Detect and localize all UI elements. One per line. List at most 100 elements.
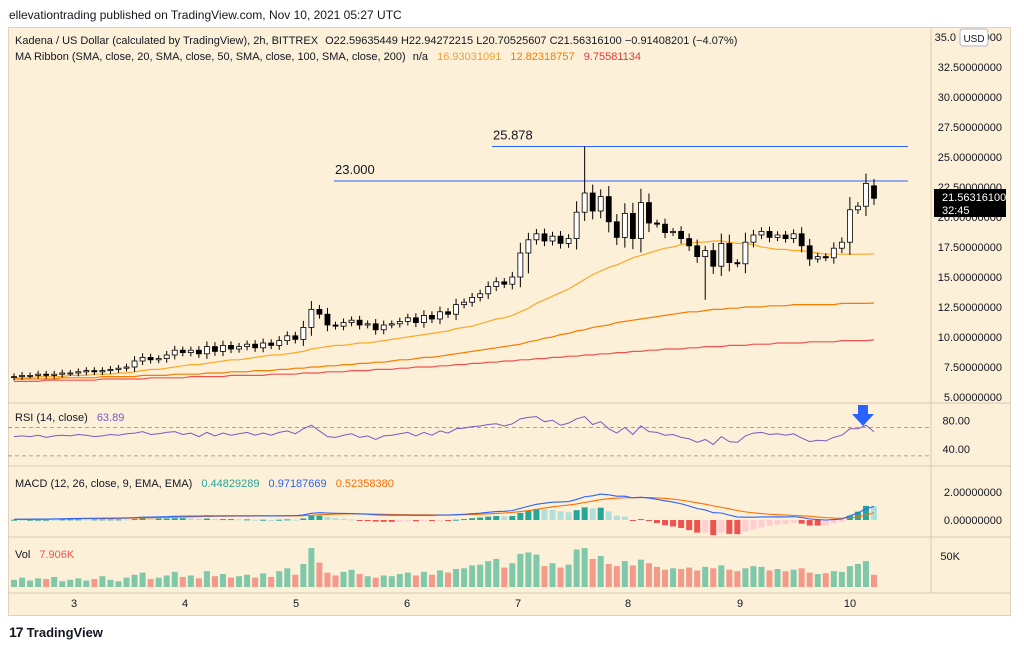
candle-body bbox=[99, 370, 106, 373]
volume-bar bbox=[854, 563, 861, 587]
candle-body bbox=[59, 372, 66, 375]
candle-body bbox=[163, 354, 170, 359]
volume-bar bbox=[806, 572, 813, 587]
candle-body bbox=[445, 311, 451, 315]
macd-histogram-bar bbox=[629, 520, 636, 521]
volume-bar bbox=[99, 576, 106, 587]
macd-histogram-bar bbox=[51, 519, 58, 521]
volume-bar bbox=[372, 577, 379, 587]
macd-histogram-bar bbox=[493, 515, 500, 520]
macd-histogram-bar bbox=[244, 519, 251, 521]
volume-bar bbox=[838, 571, 845, 587]
candle-body bbox=[340, 322, 347, 327]
price-tick-label: 32.50000000 bbox=[938, 62, 1002, 74]
volume-bar bbox=[469, 565, 476, 587]
macd-histogram-bar bbox=[276, 519, 283, 521]
volume-bar bbox=[292, 574, 299, 587]
currency-button[interactable]: USD bbox=[959, 28, 989, 47]
volume-bar bbox=[549, 563, 556, 587]
candle-body bbox=[244, 343, 250, 348]
volume-bar bbox=[501, 567, 508, 587]
volume-bar bbox=[51, 576, 58, 587]
volume-bar bbox=[621, 561, 628, 587]
candle-body bbox=[75, 371, 82, 374]
macd-signal-line bbox=[13, 497, 875, 520]
candle-body bbox=[356, 319, 363, 326]
volume-bar bbox=[219, 574, 226, 587]
candle-body bbox=[300, 326, 307, 340]
candle-body bbox=[742, 241, 749, 265]
macd-histogram-bar bbox=[19, 519, 26, 521]
macd-histogram-bar bbox=[461, 519, 468, 521]
horizontal-lines[interactable]: 25.878 23.000 bbox=[334, 127, 908, 182]
candlestick-series bbox=[11, 146, 877, 381]
candle-body bbox=[565, 238, 572, 244]
candle-body bbox=[388, 323, 395, 326]
price-tick-label: 27.50000000 bbox=[938, 122, 1002, 134]
candle-body bbox=[91, 370, 98, 373]
down-arrow-icon[interactable] bbox=[852, 405, 874, 426]
time-tick-label: 3 bbox=[71, 598, 77, 610]
time-axis[interactable]: 3 4 5 6 7 8 9 10 bbox=[71, 598, 856, 610]
volume-legend: Vol 7.906K bbox=[15, 549, 75, 561]
macd-histogram-bar bbox=[211, 519, 218, 521]
volume-bar bbox=[284, 568, 291, 587]
time-tick-label: 6 bbox=[404, 598, 410, 610]
price-tick-label: 10.00000000 bbox=[938, 332, 1002, 344]
volume-bar bbox=[750, 566, 757, 587]
volume-bar bbox=[420, 571, 427, 587]
macd-histogram-bar bbox=[131, 519, 138, 521]
macd-histogram-bar bbox=[155, 518, 162, 520]
macd-histogram-bar bbox=[758, 520, 765, 528]
volume-bar bbox=[75, 578, 82, 587]
volume-bar bbox=[163, 575, 170, 587]
candle-body bbox=[525, 239, 532, 254]
candle-body bbox=[43, 373, 50, 376]
volume-bar bbox=[525, 552, 532, 587]
macd-histogram-bar bbox=[252, 519, 259, 521]
volume-bar bbox=[59, 581, 66, 587]
candle-body bbox=[798, 233, 805, 247]
candle-body bbox=[846, 209, 853, 243]
volume-bar bbox=[123, 577, 130, 587]
macd-histogram-bar bbox=[163, 518, 170, 520]
candle-body bbox=[147, 356, 154, 361]
volume-bar bbox=[276, 571, 283, 587]
macd-histogram-bar bbox=[605, 511, 612, 520]
macd-histogram-bar bbox=[653, 520, 660, 524]
last-price-value: 21.56316100 bbox=[942, 192, 1006, 204]
candle-body bbox=[67, 372, 74, 375]
candle-body bbox=[533, 233, 540, 241]
candle-body bbox=[517, 252, 524, 278]
macd-histogram-bar bbox=[838, 520, 845, 522]
macd-histogram-bar bbox=[742, 520, 749, 532]
candle-body bbox=[316, 308, 323, 315]
candle-body bbox=[573, 211, 580, 239]
macd-histogram-bar bbox=[35, 519, 42, 521]
macd-histogram-bar bbox=[171, 518, 178, 520]
volume-bar bbox=[348, 569, 355, 587]
volume-bar bbox=[244, 574, 251, 587]
price-tick-label: 25.00000000 bbox=[938, 152, 1002, 164]
macd-histogram-bar bbox=[195, 518, 202, 520]
candle-body bbox=[871, 185, 877, 199]
macd-histogram-bar bbox=[107, 519, 114, 521]
candle-body bbox=[461, 301, 467, 306]
candle-body bbox=[236, 346, 242, 350]
volume-bar bbox=[557, 567, 564, 587]
macd-histogram-bar bbox=[428, 520, 435, 521]
macd-histogram-bar bbox=[573, 510, 580, 520]
macd-histogram-bar bbox=[453, 519, 460, 521]
candle-body bbox=[485, 286, 492, 295]
last-price-tag: 21.56316100 32:45 bbox=[934, 189, 1006, 217]
candle-body bbox=[686, 238, 693, 247]
candle-body bbox=[766, 230, 773, 238]
price-axis[interactable]: 32.50000000 30.00000000 27.50000000 25.0000… bbox=[935, 32, 1002, 404]
candle-body bbox=[863, 182, 869, 207]
volume-bar bbox=[187, 575, 194, 587]
volume-bar bbox=[637, 559, 644, 587]
macd-pane: 2.00000000 0.00000000 bbox=[11, 487, 1002, 536]
candle-body bbox=[348, 319, 355, 324]
candle-body bbox=[654, 222, 660, 225]
